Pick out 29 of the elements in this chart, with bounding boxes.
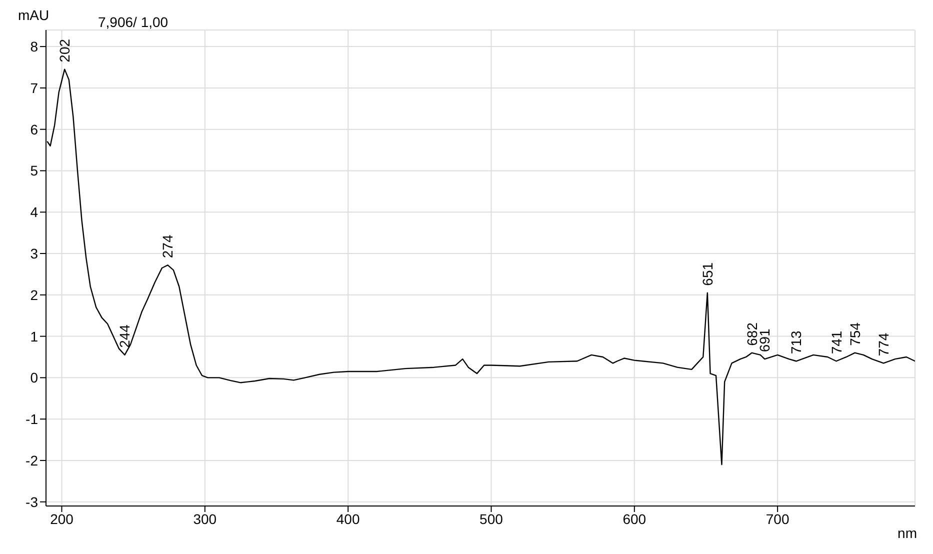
y-tick-label: 8	[30, 38, 38, 55]
x-tick-label: 400	[336, 510, 360, 527]
text: 7,906/ 1,00	[98, 14, 168, 30]
x-tick-label: 700	[766, 510, 790, 527]
y-tick-label: -1	[26, 411, 38, 428]
y-tick-label: 3	[30, 245, 38, 262]
y-tick-label: 0	[30, 370, 38, 386]
annotation: 244	[116, 324, 133, 348]
y-axis-title: mAU	[18, 6, 50, 23]
x-tick-label: 300	[193, 510, 217, 527]
annotation: 202	[56, 38, 73, 62]
annotation: 713	[788, 330, 804, 354]
x-axis-title: nm	[898, 525, 917, 541]
x-tick-label: 200	[50, 510, 74, 527]
y-tick-label: 7	[30, 80, 38, 96]
annotation: 741	[828, 330, 844, 354]
x-tick-label: 600	[622, 510, 646, 527]
y-tick-label: 1	[30, 328, 38, 344]
y-tick-label: 6	[30, 121, 38, 138]
y-tick-label: 5	[30, 162, 38, 179]
y-tick-label: -3	[26, 494, 38, 510]
y-tick-label: 2	[30, 286, 38, 303]
annotation: 651	[699, 262, 716, 286]
x-tick-label: 500	[480, 510, 504, 527]
y-tick-label: 4	[30, 204, 38, 220]
annotation: 274	[160, 234, 176, 258]
y-tick-label: -2	[26, 452, 38, 468]
annotation: 774	[876, 332, 892, 356]
annotation: 754	[846, 322, 863, 346]
